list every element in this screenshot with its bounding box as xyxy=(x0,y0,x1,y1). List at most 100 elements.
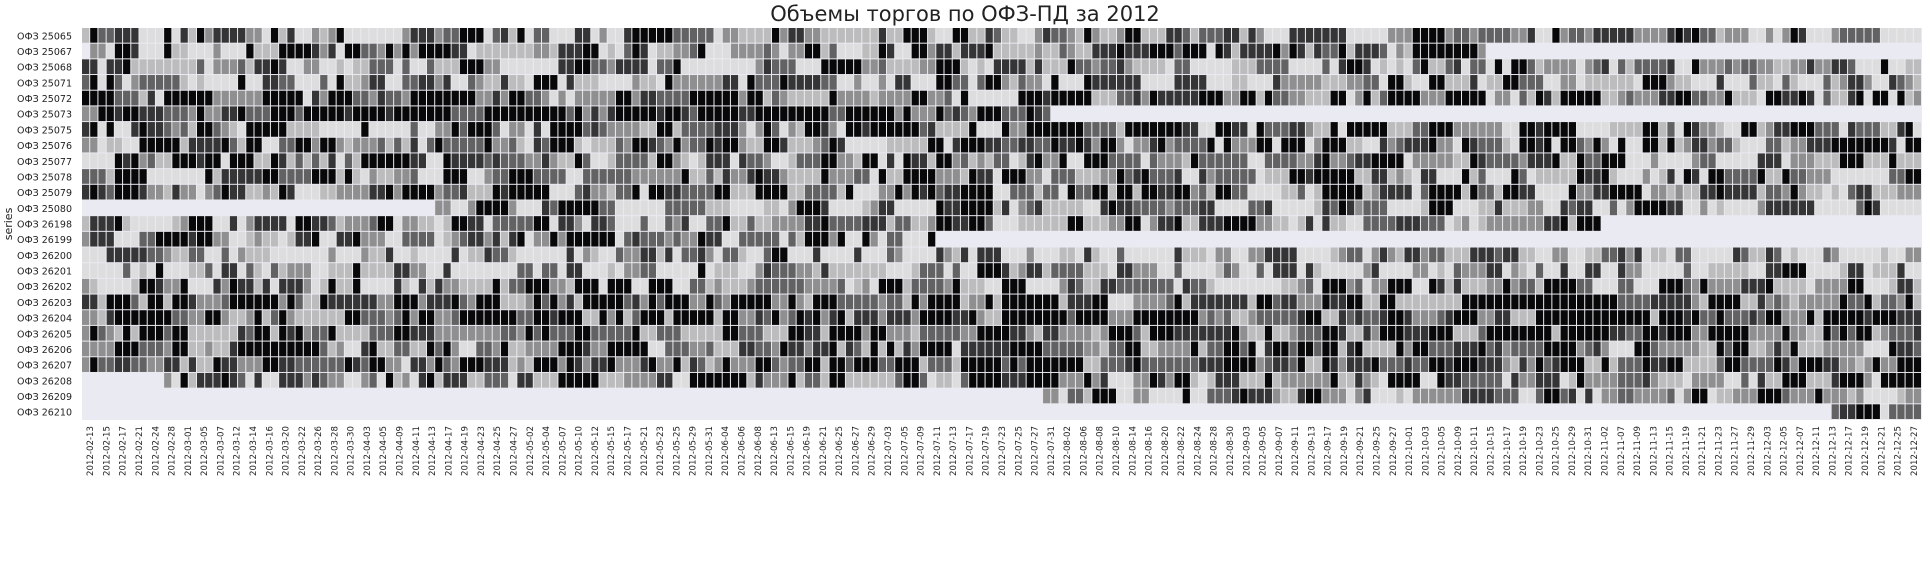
heatmap-cell xyxy=(1051,153,1059,169)
heatmap-cell xyxy=(1831,325,1839,341)
heatmap-cell xyxy=(270,247,279,263)
heatmap-cell xyxy=(1067,263,1075,278)
heatmap-cell xyxy=(1273,294,1281,310)
heatmap-cell xyxy=(895,325,903,341)
heatmap-cell xyxy=(1420,388,1429,404)
heatmap-cell xyxy=(1552,169,1560,184)
heatmap-cell xyxy=(706,231,714,247)
y-tick-label: ОФЗ 25076 xyxy=(17,141,72,152)
heatmap-cell xyxy=(1322,325,1330,341)
heatmap-cell xyxy=(1790,137,1798,153)
heatmap-cell xyxy=(657,184,665,200)
heatmap-cell xyxy=(1634,294,1642,310)
heatmap-cell xyxy=(788,278,796,294)
heatmap-cell xyxy=(837,278,845,294)
heatmap-cell xyxy=(164,216,172,231)
heatmap-cell xyxy=(402,90,410,106)
heatmap-cell xyxy=(1281,28,1289,43)
heatmap-cell xyxy=(279,43,287,59)
heatmap-cell xyxy=(763,216,771,231)
heatmap-cell xyxy=(1059,294,1067,310)
heatmap-cell xyxy=(706,216,714,231)
heatmap-cell xyxy=(1010,357,1018,372)
heatmap-cell xyxy=(509,169,517,184)
heatmap-cell xyxy=(739,200,747,216)
heatmap-cell xyxy=(624,137,632,153)
heatmap-cell xyxy=(1314,28,1322,43)
heatmap-cell xyxy=(1585,357,1593,372)
heatmap-cell xyxy=(985,263,993,278)
heatmap-cell xyxy=(1807,59,1815,75)
heatmap-cell xyxy=(254,216,262,231)
heatmap-cell xyxy=(821,137,829,153)
heatmap-cell xyxy=(944,28,952,43)
heatmap-cell xyxy=(1075,263,1084,278)
heatmap-cell xyxy=(1223,247,1231,263)
heatmap-cell xyxy=(615,310,624,325)
heatmap-cell xyxy=(213,278,221,294)
heatmap-cell xyxy=(1650,247,1659,263)
heatmap-cell xyxy=(1757,59,1765,75)
heatmap-cell xyxy=(591,28,599,43)
heatmap-cell xyxy=(172,325,180,341)
heatmap-cell xyxy=(1149,294,1158,310)
heatmap-cell xyxy=(878,231,886,247)
heatmap-cell xyxy=(1683,372,1691,388)
heatmap-cell xyxy=(500,278,509,294)
heatmap-cell xyxy=(1478,247,1486,263)
heatmap-cell xyxy=(1503,90,1511,106)
heatmap-cell xyxy=(673,263,681,278)
heatmap-cell xyxy=(1158,372,1166,388)
heatmap-cell xyxy=(385,341,394,357)
heatmap-cell xyxy=(1240,388,1248,404)
heatmap-cell xyxy=(402,357,410,372)
heatmap-cell xyxy=(1700,357,1708,372)
heatmap-cell xyxy=(147,75,155,90)
heatmap-cell xyxy=(977,59,985,75)
heatmap-cell xyxy=(706,200,714,216)
heatmap-cell xyxy=(1248,294,1256,310)
heatmap-cell xyxy=(155,28,164,43)
heatmap-cell xyxy=(615,247,624,263)
heatmap-cell xyxy=(1889,341,1897,357)
heatmap-cell xyxy=(1133,357,1141,372)
heatmap-cell xyxy=(98,325,106,341)
heatmap-cell xyxy=(1273,357,1281,372)
heatmap-cell xyxy=(1256,75,1264,90)
heatmap-cell xyxy=(172,59,180,75)
heatmap-cell xyxy=(1741,90,1749,106)
heatmap-cell xyxy=(1839,59,1848,75)
heatmap-cell xyxy=(689,216,698,231)
heatmap-cell xyxy=(229,231,238,247)
heatmap-cell xyxy=(1190,75,1199,90)
heatmap-cell xyxy=(928,216,936,231)
heatmap-cell xyxy=(435,357,443,372)
heatmap-cell xyxy=(936,90,944,106)
heatmap-cell xyxy=(1503,357,1511,372)
heatmap-cell xyxy=(1273,137,1281,153)
heatmap-cell xyxy=(1240,169,1248,184)
heatmap-cell xyxy=(1100,75,1108,90)
heatmap-cell xyxy=(517,372,525,388)
heatmap-cell xyxy=(1223,200,1231,216)
heatmap-cell xyxy=(1363,184,1371,200)
heatmap-cell xyxy=(772,372,780,388)
heatmap-cell xyxy=(295,216,303,231)
heatmap-cell xyxy=(1552,153,1560,169)
heatmap-cell xyxy=(1182,388,1190,404)
heatmap-cell xyxy=(1659,372,1667,388)
heatmap-cell xyxy=(1667,122,1675,137)
heatmap-cell xyxy=(1478,263,1486,278)
heatmap-cell xyxy=(172,75,180,90)
heatmap-cell xyxy=(936,278,944,294)
heatmap-cell xyxy=(624,278,632,294)
heatmap-cell xyxy=(1568,122,1576,137)
heatmap-cell xyxy=(788,28,796,43)
heatmap-cell xyxy=(361,325,369,341)
heatmap-cell xyxy=(1322,122,1330,137)
heatmap-cell xyxy=(1815,169,1823,184)
heatmap-cell xyxy=(1297,278,1305,294)
heatmap-cell xyxy=(1256,388,1264,404)
heatmap-cell xyxy=(1642,137,1650,153)
heatmap-cell xyxy=(862,169,870,184)
